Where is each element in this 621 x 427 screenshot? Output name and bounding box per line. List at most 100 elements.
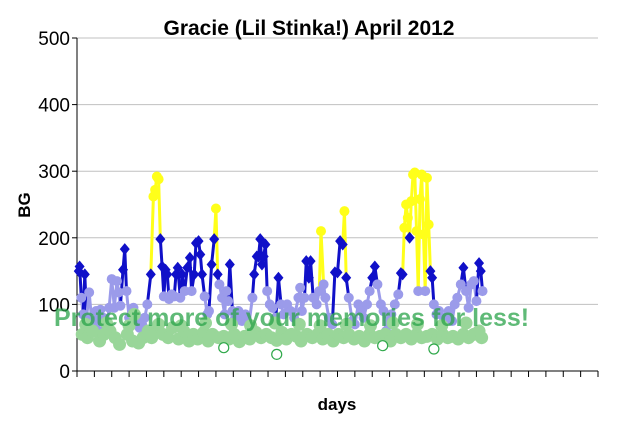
- very-low-point: [218, 342, 230, 354]
- data-point: [393, 289, 404, 300]
- data-point: [389, 299, 400, 310]
- data-point: [399, 222, 410, 233]
- y-tick-label: 200: [38, 229, 70, 250]
- data-point: [362, 299, 373, 310]
- data-point: [184, 251, 195, 264]
- data-point: [471, 296, 482, 307]
- data-point: [305, 255, 316, 268]
- data-point: [402, 212, 413, 223]
- y-tick-label: 300: [38, 162, 70, 183]
- data-point: [295, 282, 306, 293]
- chart-title: Gracie (Lil Stinka!) April 2012: [164, 17, 455, 40]
- data-point: [311, 299, 322, 310]
- data-point: [139, 312, 150, 323]
- data-point: [447, 316, 458, 327]
- data-point: [349, 319, 360, 330]
- y-tick-label: 400: [38, 96, 70, 117]
- low-point: [435, 319, 449, 333]
- data-point: [443, 306, 454, 317]
- low-point: [292, 317, 306, 331]
- low-point: [459, 316, 473, 330]
- low-points-layer: [75, 307, 489, 360]
- data-point: [414, 194, 425, 205]
- data-point: [153, 174, 164, 185]
- data-point: [260, 238, 271, 251]
- data-point: [421, 172, 432, 183]
- low-point: [313, 319, 327, 333]
- data-point: [299, 292, 310, 303]
- data-point: [111, 276, 122, 287]
- data-point: [458, 261, 469, 274]
- data-point: [118, 263, 129, 276]
- series-layer: [73, 167, 488, 337]
- series-segment: [416, 197, 422, 293]
- series-segment: [427, 222, 432, 273]
- data-point: [142, 299, 153, 310]
- data-point: [427, 271, 438, 284]
- x-tick-marks: [76, 371, 599, 377]
- data-point: [179, 286, 190, 297]
- data-point: [296, 306, 307, 317]
- data-point: [145, 268, 156, 281]
- y-tick-label: 100: [38, 295, 70, 316]
- low-point: [386, 316, 400, 330]
- watermark-text: Protect more of your memories for less!: [54, 304, 529, 332]
- data-point: [413, 286, 424, 297]
- data-point: [262, 286, 273, 297]
- data-point: [84, 287, 95, 298]
- series-segment: [420, 173, 425, 236]
- data-point: [343, 292, 354, 303]
- series-segment: [401, 226, 406, 276]
- very-low-point: [377, 340, 389, 352]
- data-point: [162, 268, 173, 281]
- data-point: [303, 271, 314, 284]
- data-point: [199, 291, 210, 302]
- data-point: [214, 279, 225, 290]
- low-point: [225, 317, 239, 331]
- low-point: [79, 317, 93, 331]
- data-point: [210, 203, 221, 214]
- data-point: [113, 287, 124, 298]
- data-point: [434, 306, 445, 317]
- y-tick-labels: 0 100 200 300 400 500: [38, 29, 70, 383]
- y-tick-label: 500: [38, 29, 70, 50]
- series-segment: [149, 195, 155, 276]
- data-point: [404, 231, 415, 244]
- data-point: [475, 265, 486, 278]
- data-point: [186, 286, 197, 297]
- low-point: [199, 316, 213, 330]
- data-point: [273, 271, 284, 284]
- low-point: [152, 317, 166, 331]
- data-point: [203, 306, 214, 317]
- low-point: [339, 317, 353, 331]
- data-point: [369, 260, 380, 273]
- data-point: [253, 250, 264, 263]
- very-low-point: [428, 343, 440, 355]
- data-point: [150, 184, 161, 195]
- data-point: [452, 292, 463, 303]
- data-point: [327, 319, 338, 330]
- data-point: [332, 266, 343, 279]
- data-point: [240, 309, 251, 320]
- low-point: [127, 307, 141, 321]
- data-point: [74, 260, 85, 273]
- series-segment: [263, 242, 269, 293]
- y-axis-label: BG: [15, 192, 34, 218]
- data-point: [79, 268, 90, 281]
- data-point: [358, 312, 369, 323]
- data-point: [209, 233, 220, 246]
- low-point: [268, 316, 282, 330]
- data-point: [249, 268, 260, 281]
- series-segment: [118, 268, 125, 308]
- data-point: [95, 304, 106, 315]
- data-point: [372, 279, 383, 290]
- data-point: [423, 219, 434, 230]
- low-point: [161, 331, 175, 345]
- series-segment: [425, 176, 431, 226]
- data-point: [115, 300, 126, 311]
- data-point: [119, 243, 130, 256]
- y-tick-label: 0: [59, 362, 70, 383]
- data-point: [341, 271, 352, 284]
